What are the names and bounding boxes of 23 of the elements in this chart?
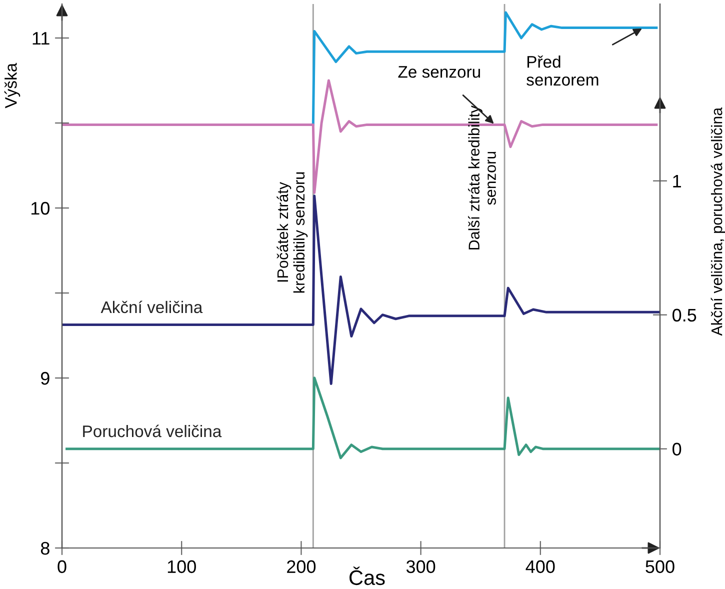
y-tick-label: 11 — [32, 32, 50, 45]
annotation: Ze senzoru — [398, 66, 480, 78]
x-tick-label: 500 — [646, 560, 674, 574]
ref-line-label: IPočátek ztráty kredibitily senzoru — [276, 172, 308, 293]
line-series — [66, 376, 660, 460]
x-tick-label: 400 — [526, 560, 555, 574]
y2-tick-label: 1 — [673, 174, 681, 188]
y2-axis-title: Akční veličina, poruchová veličina — [710, 107, 725, 336]
x-axis-title: Čas — [350, 566, 385, 586]
annotation: Před senzorem — [526, 55, 598, 86]
y-tick-label: 9 — [41, 372, 50, 385]
x-tick-label: 200 — [287, 560, 316, 574]
x-tick-label: 300 — [406, 560, 436, 574]
series-label: Akční veličina — [100, 300, 203, 314]
x-tick-label: 0 — [58, 560, 66, 574]
y2-tick-label: 0 — [672, 442, 682, 456]
ref-line-label: Další ztráta kredibility senzoru — [468, 106, 496, 250]
y-axis-title: Výška — [4, 62, 20, 108]
series-label: Poruchová veličina — [83, 424, 222, 438]
y-tick-label: 8 — [40, 542, 50, 555]
x-tick-label: 100 — [168, 560, 196, 574]
y2-tick-label: 0.5 — [672, 308, 696, 322]
y-tick-label: 10 — [31, 202, 50, 215]
